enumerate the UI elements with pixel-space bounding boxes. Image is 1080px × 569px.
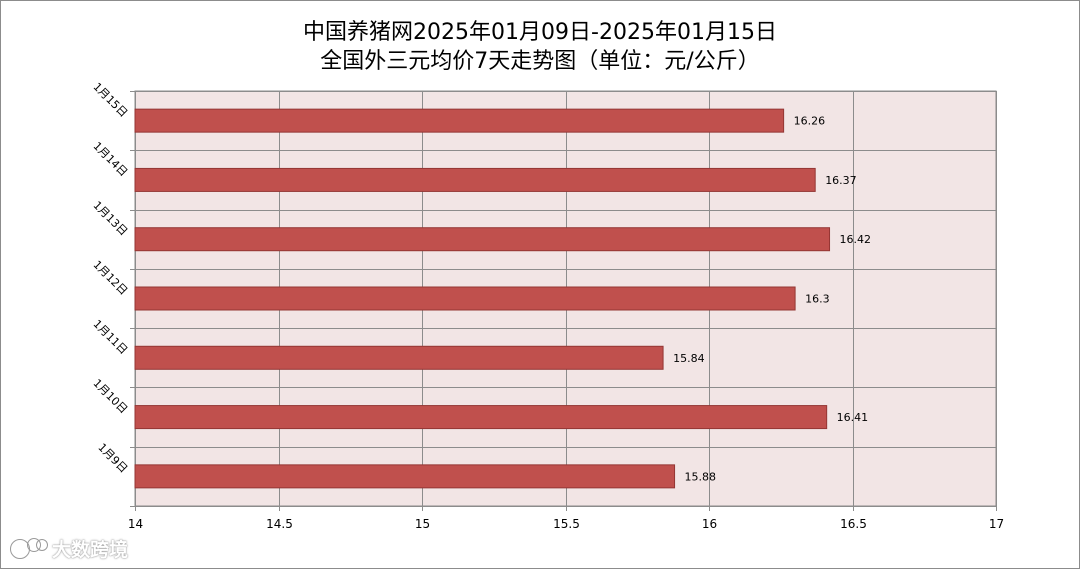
x-tick-label: 14.5: [266, 517, 293, 531]
watermark: 大数跨境: [8, 534, 128, 562]
category-label: 1月12日: [90, 258, 130, 298]
logo-icon: [10, 538, 48, 559]
category-label: 1月11日: [90, 317, 130, 357]
bar: [134, 108, 785, 133]
data-label: 15.88: [685, 470, 717, 483]
chart-title-line-2: 全国外三元均价7天走势图（单位：元/公斤）: [320, 49, 760, 74]
bar: [134, 345, 664, 370]
data-label: 16.41: [837, 411, 869, 424]
x-tick-label: 15.5: [553, 517, 580, 531]
chart-title: 中国养猪网2025年01月09日-2025年01月15日 全国外三元均价7天走势…: [0, 18, 1080, 76]
category-label: 1月10日: [90, 377, 130, 417]
bar: [134, 464, 676, 489]
bar: [134, 167, 816, 192]
category-label: 1月15日: [90, 80, 130, 120]
data-label: 16.3: [805, 293, 830, 306]
category-label: 1月9日: [95, 441, 130, 476]
category-label: 1月14日: [90, 139, 130, 179]
bar: [134, 286, 796, 311]
x-tick-label: 17: [989, 517, 1004, 531]
x-tick-label: 16.5: [840, 517, 867, 531]
x-tick-label: 14: [128, 517, 143, 531]
data-label: 15.84: [673, 352, 705, 365]
data-label: 16.26: [794, 115, 826, 128]
chart-title-line-1: 中国养猪网2025年01月09日-2025年01月15日: [303, 20, 777, 45]
bar: [134, 405, 828, 430]
bar: [134, 227, 831, 252]
x-tick-label: 15: [415, 517, 430, 531]
watermark-text: 大数跨境: [52, 538, 129, 561]
data-label: 16.42: [840, 233, 872, 246]
x-tick-label: 16: [702, 517, 717, 531]
data-label: 16.37: [825, 174, 857, 187]
category-label: 1月13日: [90, 199, 130, 239]
